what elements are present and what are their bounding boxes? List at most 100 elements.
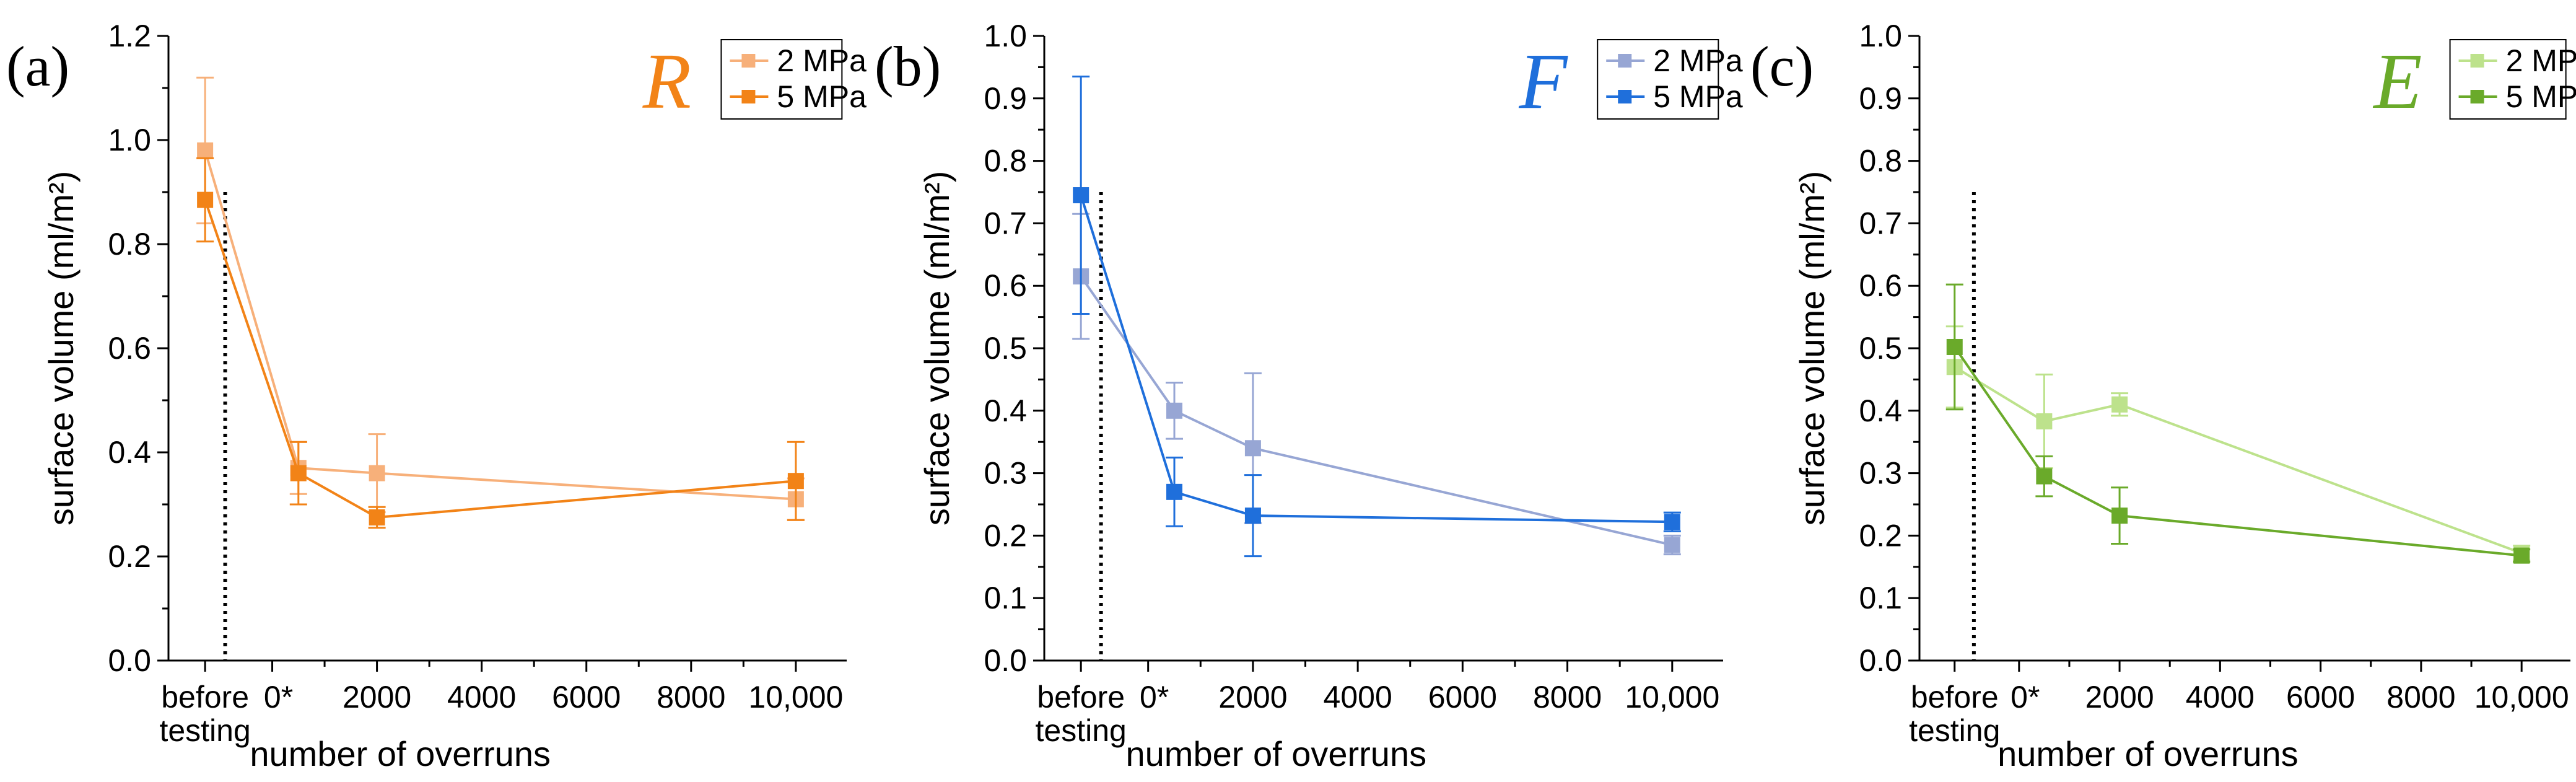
panel-symbol: R bbox=[642, 37, 691, 125]
y-tick-label: 0.1 bbox=[984, 581, 1027, 615]
data-point bbox=[1946, 338, 1963, 355]
series-line bbox=[204, 150, 796, 501]
y-tick-label: 0.2 bbox=[108, 539, 151, 574]
panel-b: 0.0 0.1 0.2 0.3 0.4 0.5 0.6 0.7 0.8 0.9 1.0 0* 2000 4… bbox=[875, 19, 1743, 773]
legend-box bbox=[2449, 39, 2567, 120]
y-tick-label: 0.8 bbox=[108, 227, 151, 261]
y-tick-label: 1.2 bbox=[108, 19, 151, 53]
x-tick-label: 6000 bbox=[552, 680, 621, 714]
data-point bbox=[369, 465, 385, 481]
x-tick-label-before: before bbox=[1911, 680, 1999, 714]
y-tick-label: 0.0 bbox=[984, 643, 1027, 678]
legend-label: 5 MPa bbox=[777, 79, 867, 114]
y-tick-label: 0.7 bbox=[1859, 206, 1902, 240]
data-point bbox=[2111, 507, 2128, 524]
y-tick-label: 0.6 bbox=[984, 268, 1027, 303]
data-point bbox=[1244, 507, 1261, 524]
x-tick-label: 2000 bbox=[2085, 680, 2154, 714]
legend-marker bbox=[741, 54, 756, 68]
y-tick-label: 0.8 bbox=[984, 144, 1027, 178]
legend-marker bbox=[2470, 54, 2484, 68]
x-tick-label: 4000 bbox=[1324, 680, 1392, 714]
y-tick-label: 0.8 bbox=[1859, 144, 1902, 178]
data-point bbox=[1664, 514, 1680, 530]
y-tick-label: 1.0 bbox=[984, 19, 1027, 53]
y-tick-label: 0.9 bbox=[984, 81, 1027, 116]
panel-symbol: E bbox=[2372, 37, 2422, 125]
x-tick-label-testing: testing bbox=[1909, 713, 2000, 748]
panel-letter: (a) bbox=[6, 35, 69, 98]
series-0 bbox=[1072, 213, 1681, 556]
y-tick-label: 0.0 bbox=[1859, 643, 1902, 678]
x-tick-label: 2000 bbox=[1218, 680, 1287, 714]
series-1 bbox=[1072, 76, 1681, 558]
x-tick-label: 8000 bbox=[1533, 680, 1602, 714]
data-point bbox=[290, 465, 307, 481]
legend-marker bbox=[1618, 90, 1632, 103]
y-tick-label: 0.1 bbox=[1859, 581, 1902, 615]
y-tick-label: 0.2 bbox=[984, 518, 1027, 553]
data-point bbox=[2036, 413, 2053, 429]
legend-label: 2 MPa bbox=[1653, 43, 1743, 78]
x-tick-label: 6000 bbox=[1428, 680, 1497, 714]
legend-label: 2 MPa bbox=[2506, 43, 2576, 78]
y-tick-label: 0.2 bbox=[1859, 518, 1902, 553]
y-tick-label: 0.5 bbox=[984, 331, 1027, 366]
y-tick-label: 1.0 bbox=[108, 123, 151, 157]
data-point bbox=[197, 191, 214, 208]
series-1 bbox=[1945, 283, 2531, 564]
x-axis-title: number of overruns bbox=[1997, 734, 2299, 773]
x-tick-label: 6000 bbox=[2286, 680, 2355, 714]
data-point bbox=[369, 509, 385, 525]
data-point bbox=[1166, 402, 1182, 419]
data-point bbox=[1244, 440, 1261, 457]
x-tick-label: 0* bbox=[2011, 680, 2040, 714]
series-line bbox=[1954, 346, 2522, 557]
x-tick-label: 0* bbox=[264, 680, 293, 714]
y-tick-label: 0.4 bbox=[1859, 393, 1902, 428]
y-tick-label: 0.6 bbox=[1859, 268, 1902, 303]
x-tick-label: 4000 bbox=[2186, 680, 2255, 714]
data-point bbox=[1073, 187, 1089, 204]
legend-box bbox=[720, 39, 843, 120]
data-point bbox=[1166, 483, 1182, 500]
data-point bbox=[197, 142, 214, 159]
legend-label: 5 MPa bbox=[2506, 79, 2576, 114]
series-line bbox=[1954, 366, 2522, 555]
y-tick-label: 1.0 bbox=[1859, 19, 1902, 53]
panel-letter: (b) bbox=[875, 35, 941, 98]
data-point bbox=[1664, 537, 1680, 553]
x-tick-label-before: before bbox=[1037, 680, 1125, 714]
data-point bbox=[2513, 547, 2530, 564]
data-point bbox=[787, 473, 804, 490]
x-tick-label-before: before bbox=[161, 680, 249, 714]
x-tick-label-testing: testing bbox=[159, 713, 250, 748]
y-tick-label: 0.6 bbox=[108, 331, 151, 366]
legend-marker bbox=[2470, 90, 2484, 103]
y-tick-label: 0.4 bbox=[108, 435, 151, 470]
panel-letter: (c) bbox=[1750, 35, 1814, 98]
series-1 bbox=[196, 157, 805, 529]
series-line bbox=[204, 199, 797, 519]
x-tick-label: 10,000 bbox=[748, 680, 843, 714]
x-tick-label: 2000 bbox=[343, 680, 411, 714]
y-tick-label: 0.9 bbox=[1859, 81, 1902, 116]
series-line bbox=[1080, 195, 1672, 524]
x-tick-label: 8000 bbox=[2386, 680, 2455, 714]
y-axis-title: surface volume (ml/m²) bbox=[1792, 171, 1832, 526]
series-0 bbox=[1945, 325, 2531, 562]
legend-marker bbox=[741, 90, 756, 103]
data-point bbox=[2036, 468, 2053, 485]
y-axis-title: surface volume (ml/m²) bbox=[917, 171, 956, 526]
legend-box bbox=[1597, 39, 1719, 120]
legend-label: 5 MPa bbox=[1653, 79, 1743, 114]
x-tick-label-testing: testing bbox=[1036, 713, 1127, 748]
y-tick-label: 0.4 bbox=[984, 393, 1027, 428]
legend-label: 2 MPa bbox=[777, 43, 867, 78]
series-0 bbox=[196, 76, 805, 521]
x-tick-label: 0* bbox=[1140, 680, 1169, 714]
